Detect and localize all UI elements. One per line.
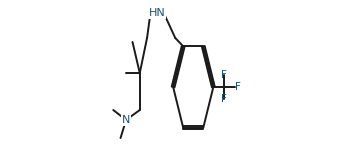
Text: F: F bbox=[221, 94, 227, 104]
Text: F: F bbox=[221, 70, 227, 80]
Text: HN: HN bbox=[149, 8, 165, 18]
Text: F: F bbox=[235, 82, 240, 92]
Text: N: N bbox=[122, 115, 130, 125]
